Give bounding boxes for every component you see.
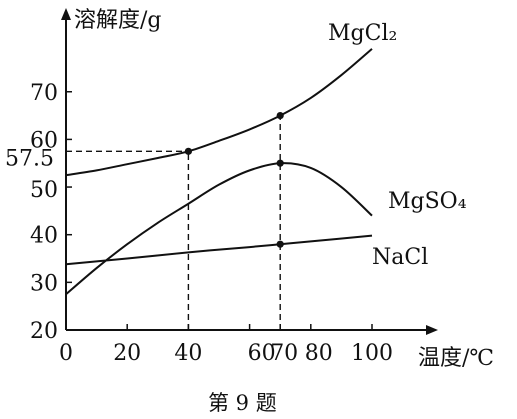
x-axis-title: 温度/℃	[418, 346, 494, 371]
y-tick-label-30: 30	[30, 271, 58, 296]
series-label-nacl: NaCl	[372, 245, 428, 270]
y-tick-label-20: 20	[30, 319, 58, 344]
figure-caption: 第 9 题	[208, 391, 277, 415]
marked-point-1	[276, 111, 284, 120]
x-tick-label-100: 100	[351, 341, 393, 366]
guide-lines	[66, 115, 281, 330]
x-tick-label-80: 80	[305, 341, 333, 366]
series-label-mgcl2: MgCl₂	[328, 21, 397, 46]
x-axis-arrow-icon	[426, 325, 438, 335]
series-curves	[65, 48, 373, 296]
series-nacl-line	[65, 234, 373, 266]
x-tick-label-70: 70	[270, 341, 298, 366]
y-axis-title: 溶解度/g	[74, 8, 162, 33]
x-tick-label-0: 0	[59, 341, 73, 366]
axes	[61, 8, 438, 335]
y-tick-label-40: 40	[30, 224, 58, 249]
series-mgcl2-curve	[65, 48, 373, 177]
marked-points	[184, 111, 284, 248]
marked-point-0	[184, 147, 192, 155]
y-axis-arrow-icon	[61, 8, 71, 20]
text-labels: 溶解度/g 温度/℃ MgCl₂ MgSO₄ NaCl 第 9 题	[74, 8, 494, 415]
y-tick-label-60: 60	[30, 128, 58, 153]
y-tick-label-57.5: 57.5	[5, 146, 54, 171]
x-tick-label-60: 60	[248, 341, 276, 366]
x-tick-label-40: 40	[174, 341, 202, 366]
series-mgso4-curve	[65, 162, 373, 296]
y-tick-label-70: 70	[30, 81, 58, 106]
marked-point-2	[276, 159, 284, 167]
marked-point-3	[276, 240, 284, 248]
x-tick-label-20: 20	[113, 341, 141, 366]
y-tick-label-50: 50	[30, 178, 58, 203]
series-label-mgso4: MgSO₄	[388, 189, 467, 214]
